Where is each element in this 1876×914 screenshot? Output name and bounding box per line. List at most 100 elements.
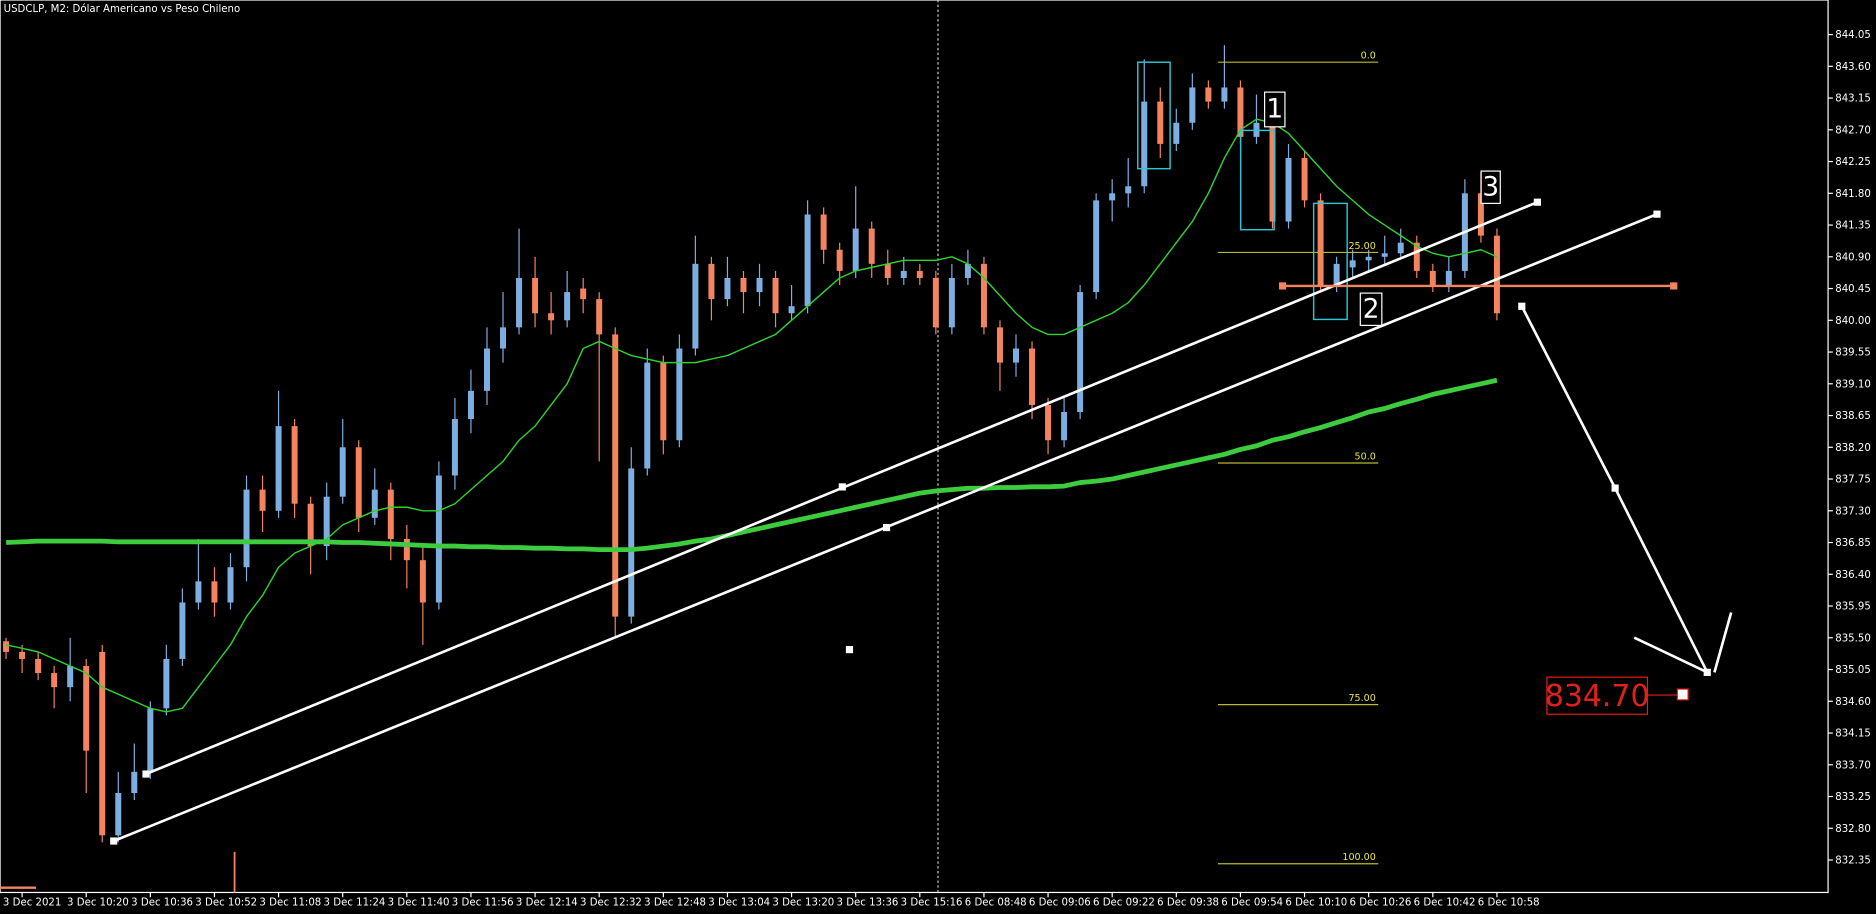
candle-body xyxy=(1301,158,1308,201)
candle-body xyxy=(740,277,747,293)
candle-body xyxy=(35,658,42,674)
x-tick-label: 3 Dec 13:20 xyxy=(772,898,834,909)
candle-body xyxy=(195,581,202,603)
candle-body xyxy=(1349,260,1356,268)
candle-body xyxy=(1285,158,1292,222)
handle xyxy=(1278,282,1287,290)
y-tick-label: 837.75 xyxy=(1835,475,1871,486)
handle xyxy=(142,770,150,778)
fib-label: 75.00 xyxy=(1348,693,1375,704)
wave-label: 3 xyxy=(1482,172,1499,202)
candle-body xyxy=(1013,348,1019,363)
x-tick-label: 3 Dec 11:56 xyxy=(452,898,514,909)
y-tick-label: 833.25 xyxy=(1835,792,1871,803)
y-tick-label: 834.15 xyxy=(1835,729,1871,740)
candle-body xyxy=(932,277,939,328)
y-tick-label: 840.90 xyxy=(1835,252,1871,263)
fib-label: 0.0 xyxy=(1361,51,1376,62)
x-tick-label: 3 Dec 10:36 xyxy=(131,898,193,909)
candle-body xyxy=(884,263,891,278)
candle-body xyxy=(1333,263,1340,286)
handle xyxy=(882,523,891,532)
candle-body xyxy=(1493,235,1500,314)
x-tick-label: 3 Dec 12:48 xyxy=(644,898,706,909)
y-tick-label: 842.25 xyxy=(1835,157,1871,168)
y-tick-label: 839.10 xyxy=(1835,379,1871,390)
candle-body xyxy=(1221,87,1228,102)
plot-frame xyxy=(0,0,1829,894)
candle-body xyxy=(1189,87,1196,123)
y-tick-label: 833.70 xyxy=(1835,760,1871,771)
candle-body xyxy=(676,348,683,441)
marks xyxy=(3,45,1500,843)
candle-body xyxy=(772,277,779,314)
candle-body xyxy=(99,651,106,836)
candle-body xyxy=(1045,404,1052,441)
candle-body xyxy=(724,277,731,300)
candle-body xyxy=(307,503,314,547)
candle-body xyxy=(83,665,90,751)
candle-body xyxy=(564,292,571,321)
candle-body xyxy=(964,263,971,278)
candle-body xyxy=(227,567,234,603)
candle-body xyxy=(1029,348,1036,405)
wave-box xyxy=(1312,202,1348,321)
x-tick-label: 3 Dec 12:14 xyxy=(516,898,578,909)
candle-body xyxy=(500,327,507,349)
y-tick-label: 835.50 xyxy=(1835,633,1871,644)
candle-body xyxy=(147,708,154,772)
candle-body xyxy=(403,539,410,561)
y-tick-label: 836.40 xyxy=(1835,570,1871,581)
handle xyxy=(1518,302,1526,310)
x-tick-label: 3 Dec 11:08 xyxy=(259,898,321,909)
y-tick-label: 832.35 xyxy=(1835,856,1871,867)
candle-body xyxy=(275,426,282,511)
candle-body xyxy=(1397,242,1404,254)
y-tick-label: 841.80 xyxy=(1835,189,1871,200)
candle-body xyxy=(756,277,763,293)
candle-body xyxy=(355,447,362,518)
candle-body xyxy=(1429,270,1436,286)
candle-body xyxy=(852,228,859,271)
moving-average xyxy=(5,118,1498,713)
y-tick-label: 834.60 xyxy=(1835,697,1871,708)
x-tick-label: 6 Dec 09:38 xyxy=(1157,898,1219,909)
candle-body xyxy=(67,665,74,688)
candle-body xyxy=(612,334,619,617)
candle-body xyxy=(1317,200,1324,286)
x-tick-label: 6 Dec 10:10 xyxy=(1285,898,1347,909)
candle-body xyxy=(820,214,827,250)
x-tick-label: 6 Dec 09:54 xyxy=(1221,898,1283,909)
y-tick-label: 836.85 xyxy=(1835,538,1871,549)
x-tick-label: 3 Dec 2021 xyxy=(3,898,61,909)
y-tick-label: 835.05 xyxy=(1835,665,1871,676)
x-tick-label: 6 Dec 10:26 xyxy=(1350,898,1412,909)
x-tick-label: 6 Dec 10:42 xyxy=(1414,898,1476,909)
handle xyxy=(1653,210,1661,218)
candle-body xyxy=(259,489,266,511)
handle xyxy=(1676,688,1689,701)
candle-body xyxy=(51,673,58,688)
candle-body xyxy=(1157,101,1164,144)
handle xyxy=(845,646,854,654)
candle-body xyxy=(1205,87,1212,102)
candle-body xyxy=(19,651,26,659)
y-tick-label: 839.55 xyxy=(1835,348,1871,359)
x-tick-label: 6 Dec 09:06 xyxy=(1029,898,1091,909)
fib-label: 100.00 xyxy=(1342,852,1375,863)
candle-body xyxy=(291,426,298,504)
candle-body xyxy=(1269,122,1276,222)
y-tick-label: 843.60 xyxy=(1835,62,1871,73)
candle-body xyxy=(868,228,875,264)
candle-body xyxy=(1141,101,1148,187)
candle-body xyxy=(900,270,907,278)
candle-body xyxy=(1237,87,1244,137)
drawings: 0.0 25.00 50.0 75.00 100.00 834.70 1 2 xyxy=(110,51,1733,865)
handle xyxy=(1670,282,1678,290)
candle-body xyxy=(804,214,811,307)
candle-body xyxy=(1413,242,1420,271)
y-tick-label: 842.70 xyxy=(1835,125,1871,136)
candle-body xyxy=(163,658,170,709)
